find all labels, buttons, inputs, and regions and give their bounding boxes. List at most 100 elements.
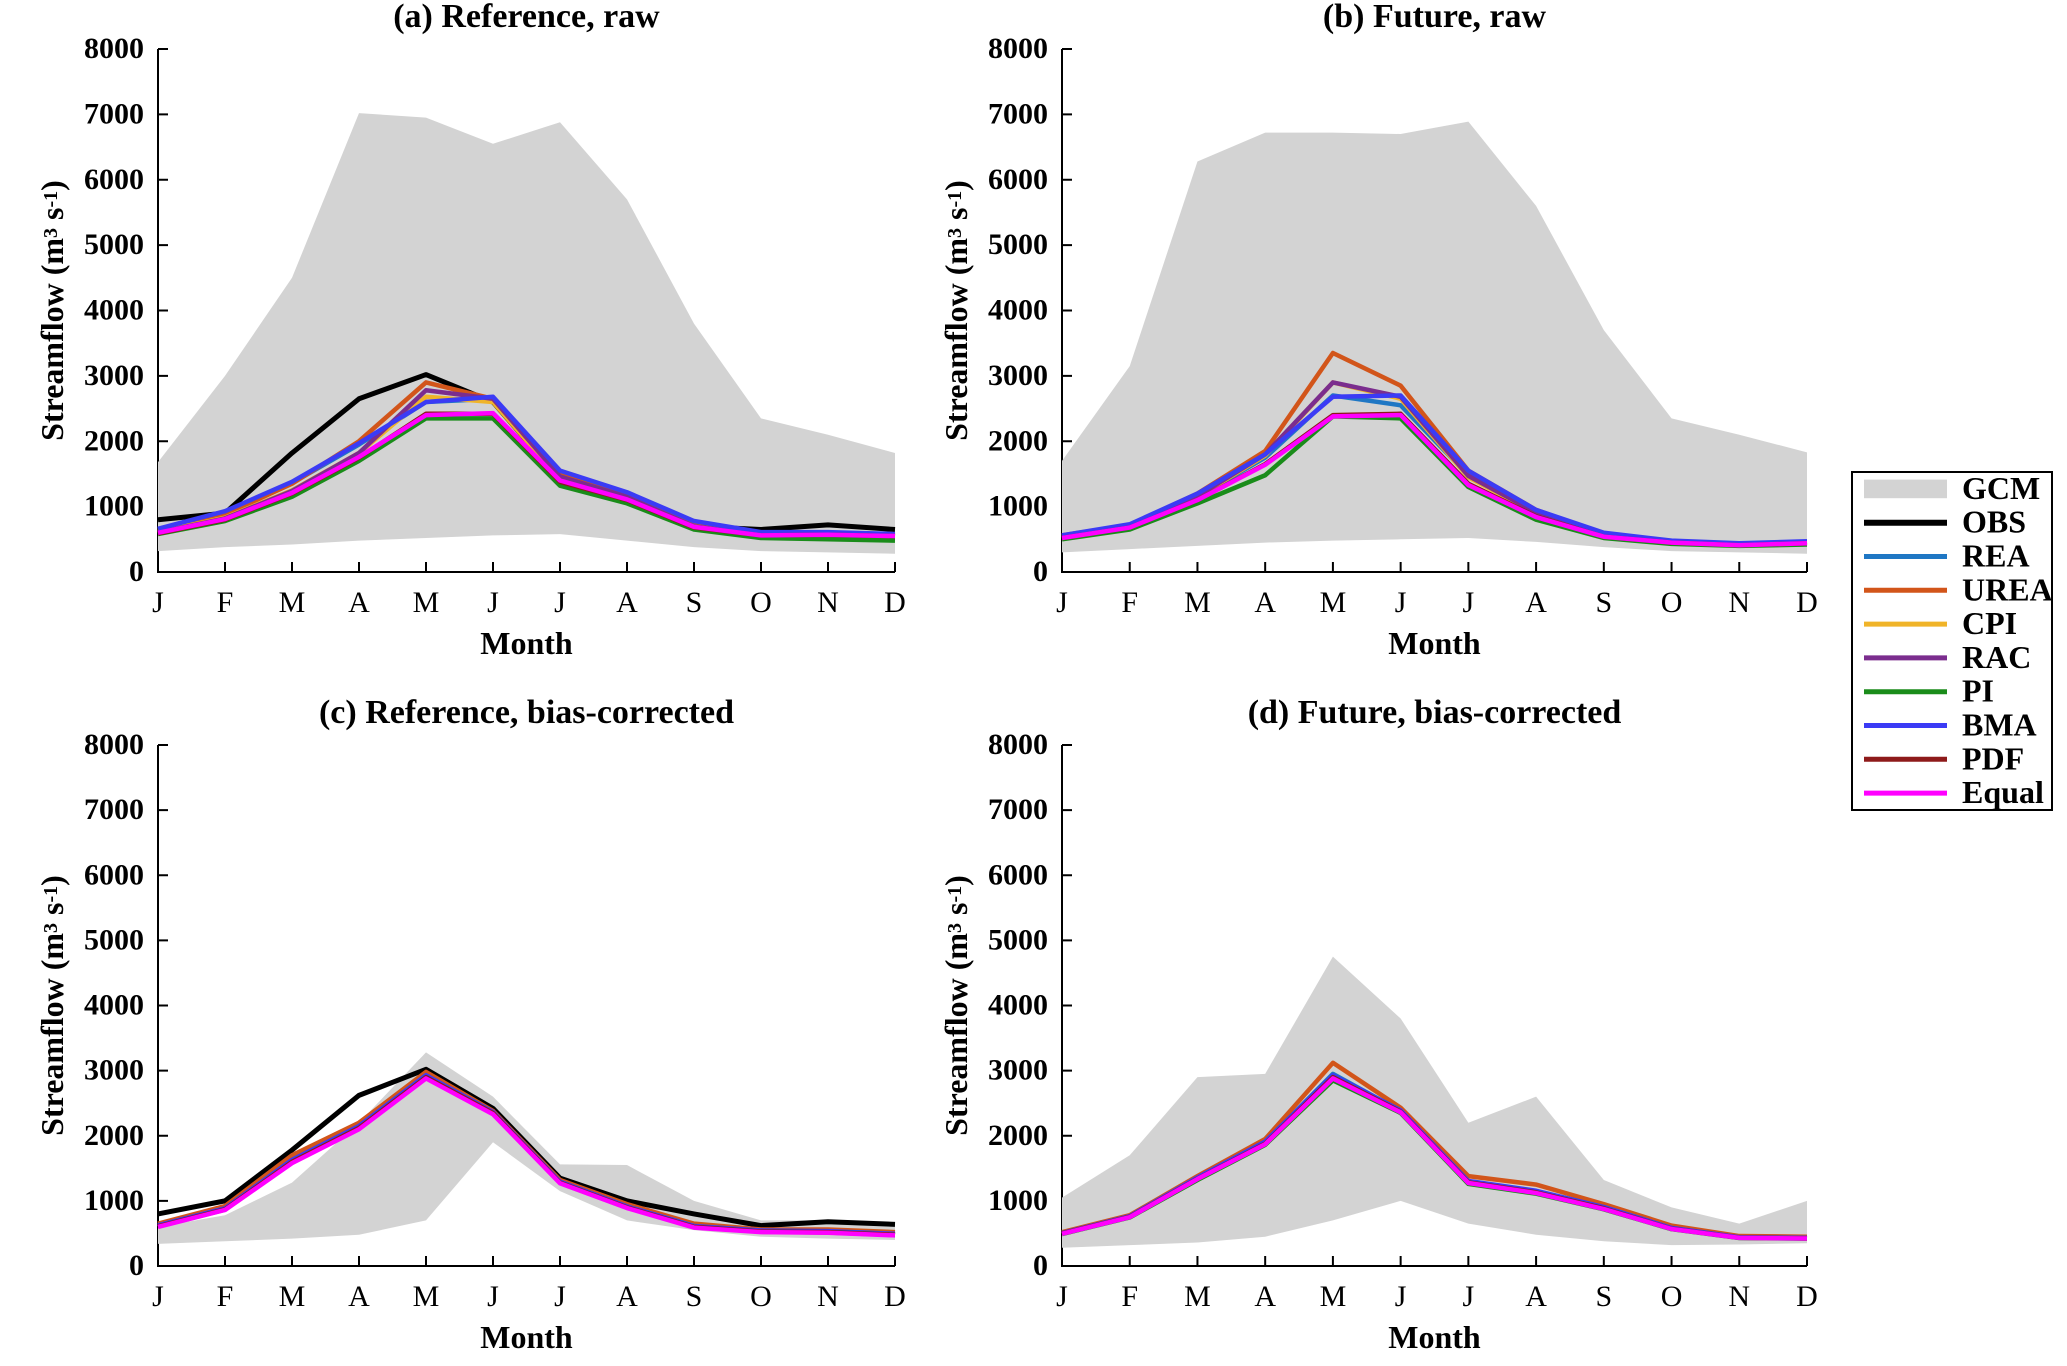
- svg-text:O: O: [750, 1280, 772, 1313]
- svg-text:PDF: PDF: [1962, 740, 2024, 776]
- svg-text:(d) Future, bias-corrected: (d) Future, bias-corrected: [1248, 694, 1622, 731]
- svg-text:S: S: [686, 586, 703, 619]
- svg-text:1000: 1000: [988, 1184, 1048, 1217]
- svg-text:O: O: [750, 586, 772, 619]
- svg-text:Equal: Equal: [1962, 774, 2044, 810]
- svg-text:M: M: [279, 586, 306, 619]
- svg-text:S: S: [1595, 586, 1612, 619]
- svg-text:6000: 6000: [988, 858, 1048, 891]
- svg-text:1000: 1000: [84, 490, 144, 523]
- svg-text:J: J: [1056, 586, 1068, 619]
- svg-text:(a) Reference, raw: (a) Reference, raw: [393, 0, 660, 35]
- svg-text:M: M: [1320, 586, 1347, 619]
- svg-text:M: M: [413, 1280, 440, 1313]
- svg-text:Month: Month: [1388, 1319, 1481, 1355]
- svg-text:A: A: [616, 1280, 638, 1313]
- svg-text:0: 0: [129, 555, 144, 588]
- svg-text:UREA: UREA: [1962, 571, 2053, 607]
- svg-text:F: F: [217, 586, 234, 619]
- svg-text:BMA: BMA: [1962, 707, 2037, 743]
- svg-text:8000: 8000: [988, 32, 1048, 65]
- svg-text:M: M: [1184, 1280, 1211, 1313]
- svg-text:A: A: [1525, 586, 1547, 619]
- svg-text:O: O: [1661, 586, 1683, 619]
- svg-text:A: A: [616, 586, 638, 619]
- svg-text:N: N: [817, 1280, 839, 1313]
- svg-text:Streamflow (m3 s-1): Streamflow (m3 s-1): [34, 875, 70, 1136]
- svg-text:REA: REA: [1962, 538, 2030, 574]
- svg-text:6000: 6000: [84, 858, 144, 891]
- svg-text:Month: Month: [1388, 625, 1481, 661]
- svg-text:J: J: [554, 586, 566, 619]
- svg-text:J: J: [1395, 1280, 1407, 1313]
- svg-text:Streamflow (m3 s-1): Streamflow (m3 s-1): [938, 180, 974, 441]
- svg-text:4000: 4000: [84, 989, 144, 1022]
- svg-text:J: J: [1395, 586, 1407, 619]
- svg-text:4000: 4000: [988, 294, 1048, 327]
- svg-text:A: A: [348, 1280, 370, 1313]
- svg-text:Month: Month: [480, 1319, 573, 1355]
- svg-text:J: J: [487, 586, 499, 619]
- svg-text:1000: 1000: [988, 490, 1048, 523]
- svg-text:5000: 5000: [988, 923, 1048, 956]
- svg-text:CPI: CPI: [1962, 605, 2017, 641]
- svg-text:7000: 7000: [988, 793, 1048, 826]
- svg-text:J: J: [152, 586, 164, 619]
- svg-text:8000: 8000: [988, 728, 1048, 761]
- svg-text:5000: 5000: [84, 228, 144, 261]
- svg-text:Month: Month: [480, 625, 573, 661]
- svg-text:1000: 1000: [84, 1184, 144, 1217]
- svg-text:M: M: [413, 586, 440, 619]
- svg-text:M: M: [279, 1280, 306, 1313]
- svg-text:5000: 5000: [988, 228, 1048, 261]
- svg-text:7000: 7000: [988, 97, 1048, 130]
- svg-text:3000: 3000: [988, 359, 1048, 392]
- svg-text:S: S: [686, 1280, 703, 1313]
- svg-text:J: J: [1056, 1280, 1068, 1313]
- svg-text:6000: 6000: [84, 163, 144, 196]
- svg-text:J: J: [554, 1280, 566, 1313]
- svg-text:0: 0: [1033, 555, 1048, 588]
- svg-text:6000: 6000: [988, 163, 1048, 196]
- svg-text:2000: 2000: [84, 1119, 144, 1152]
- svg-text:2000: 2000: [988, 1119, 1048, 1152]
- svg-text:8000: 8000: [84, 32, 144, 65]
- svg-text:F: F: [1121, 586, 1138, 619]
- svg-text:Streamflow (m3 s-1): Streamflow (m3 s-1): [34, 180, 70, 441]
- svg-text:(b) Future, raw: (b) Future, raw: [1323, 0, 1547, 35]
- svg-text:4000: 4000: [988, 989, 1048, 1022]
- svg-text:2000: 2000: [988, 424, 1048, 457]
- svg-text:A: A: [1254, 586, 1276, 619]
- svg-text:J: J: [1463, 586, 1475, 619]
- svg-text:D: D: [884, 1280, 906, 1313]
- svg-text:7000: 7000: [84, 793, 144, 826]
- svg-text:N: N: [1728, 1280, 1750, 1313]
- svg-text:GCM: GCM: [1962, 470, 2040, 506]
- svg-text:J: J: [152, 1280, 164, 1313]
- svg-text:D: D: [1796, 1280, 1818, 1313]
- svg-text:5000: 5000: [84, 923, 144, 956]
- svg-text:0: 0: [1033, 1249, 1048, 1282]
- svg-text:RAC: RAC: [1962, 639, 2031, 675]
- svg-text:S: S: [1595, 1280, 1612, 1313]
- svg-text:J: J: [487, 1280, 499, 1313]
- svg-text:3000: 3000: [84, 1054, 144, 1087]
- svg-text:7000: 7000: [84, 97, 144, 130]
- svg-text:D: D: [1796, 586, 1818, 619]
- svg-text:4000: 4000: [84, 294, 144, 327]
- svg-text:3000: 3000: [84, 359, 144, 392]
- svg-text:2000: 2000: [84, 424, 144, 457]
- svg-text:O: O: [1661, 1280, 1683, 1313]
- svg-text:M: M: [1320, 1280, 1347, 1313]
- svg-text:PI: PI: [1962, 673, 1994, 709]
- svg-text:OBS: OBS: [1962, 504, 2026, 540]
- svg-text:F: F: [217, 1280, 234, 1313]
- svg-text:A: A: [348, 586, 370, 619]
- svg-text:M: M: [1184, 586, 1211, 619]
- svg-text:A: A: [1254, 1280, 1276, 1313]
- svg-text:A: A: [1525, 1280, 1547, 1313]
- svg-text:D: D: [884, 586, 906, 619]
- svg-text:Streamflow (m3 s-1): Streamflow (m3 s-1): [938, 875, 974, 1136]
- svg-text:8000: 8000: [84, 728, 144, 761]
- svg-text:N: N: [817, 586, 839, 619]
